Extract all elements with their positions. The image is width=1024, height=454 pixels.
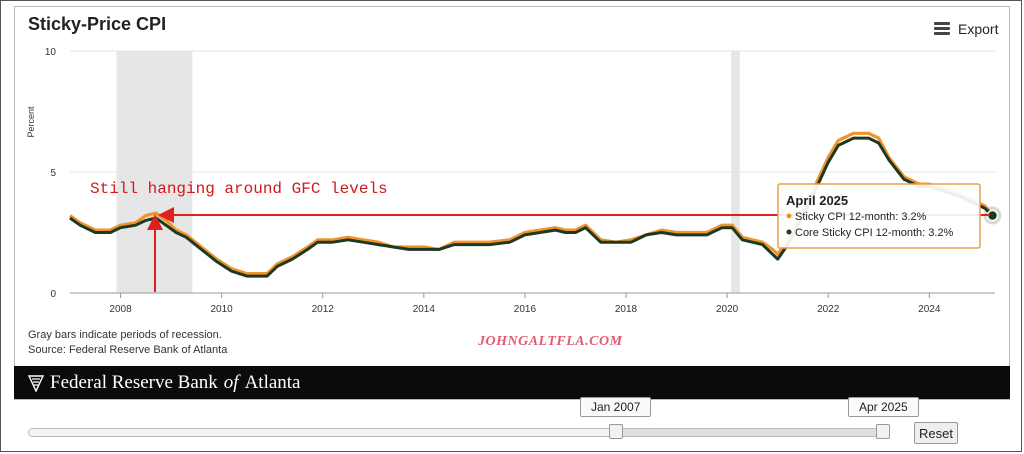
navigator-start-label: Jan 2007: [580, 397, 652, 417]
x-tick-label: 2018: [615, 304, 638, 315]
tooltip: April 2025 Sticky CPI 12-month: 3.2% Cor…: [777, 183, 981, 249]
y-tick-label: 10: [45, 47, 57, 58]
chart-svg: 0 5 10 2008 2010 2012 2014 2016 2018 2020 2022 2024…: [26, 47, 1002, 315]
reset-button[interactable]: Reset: [914, 422, 958, 444]
logo-text-end: Atlanta: [244, 372, 301, 393]
eagle-emblem-icon: [28, 375, 44, 392]
navigator-end-label: Apr 2025: [848, 397, 919, 417]
x-tick-label: 2014: [413, 304, 436, 315]
logo-text-of: of: [223, 372, 239, 393]
y-tick-label: 0: [50, 289, 56, 300]
navigator-end-handle[interactable]: [876, 424, 890, 439]
navigator-selection[interactable]: [616, 428, 884, 437]
x-tick-label: 2024: [918, 304, 941, 315]
y-tick-label: 5: [50, 168, 56, 179]
x-tick-label: 2008: [109, 304, 132, 315]
tooltip-title: April 2025: [786, 193, 848, 208]
footer-band: [14, 366, 1010, 399]
y-axis-label: Percent: [26, 106, 36, 138]
series-line-sticky: [69, 131, 994, 276]
annotation-text: Still hanging around GFC levels: [90, 180, 388, 198]
series-line-core: [69, 136, 994, 278]
recession-note: Gray bars indicate periods of recession.: [28, 329, 222, 341]
x-tick-label: 2020: [716, 304, 739, 315]
export-button[interactable]: Export: [934, 20, 998, 37]
tooltip-dot-sticky: [786, 213, 792, 219]
tooltip-row-core: Core Sticky CPI 12-month: 3.2%: [795, 227, 954, 239]
menu-icon: [934, 20, 950, 37]
navigator-start-handle[interactable]: [609, 424, 623, 439]
fed-atlanta-logo: Federal Reserve Bank of Atlanta: [28, 372, 301, 394]
tooltip-row-sticky: Sticky CPI 12-month: 3.2%: [795, 211, 927, 223]
watermark: JOHNGALTFLA.COM: [478, 334, 623, 349]
x-tick-label: 2016: [514, 304, 537, 315]
x-tick-label: 2012: [312, 304, 335, 315]
chart-title: Sticky-Price CPI: [28, 14, 167, 34]
source-note: Source: Federal Reserve Bank of Atlanta: [28, 344, 228, 356]
x-tick-label: 2022: [817, 304, 840, 315]
logo-text-main: Federal Reserve Bank: [50, 372, 218, 393]
tooltip-dot-core: [786, 229, 792, 235]
export-label: Export: [958, 20, 999, 37]
x-tick-label: 2010: [211, 304, 234, 315]
